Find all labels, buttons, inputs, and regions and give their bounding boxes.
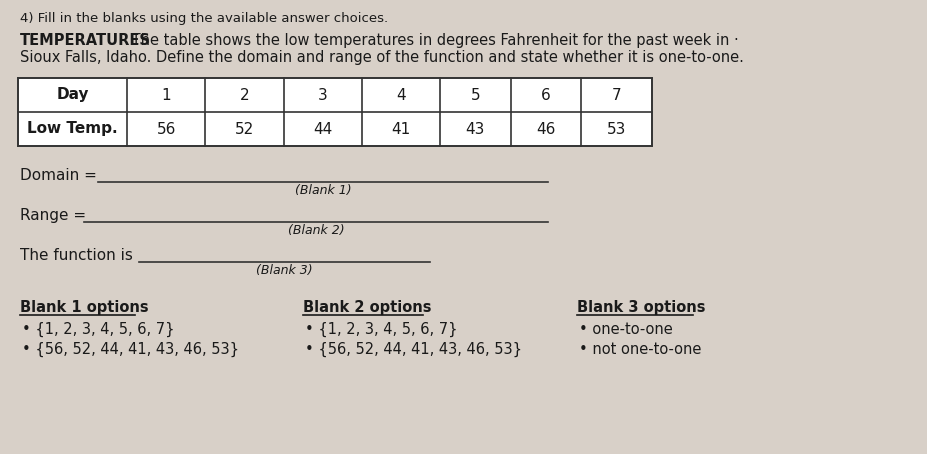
Text: • {1, 2, 3, 4, 5, 6, 7}: • {1, 2, 3, 4, 5, 6, 7} <box>305 322 457 337</box>
Text: TEMPERATURES: TEMPERATURES <box>19 33 150 48</box>
Text: The function is: The function is <box>19 248 137 263</box>
Text: • not one-to-one: • not one-to-one <box>578 342 701 357</box>
Text: 44: 44 <box>313 122 332 137</box>
Text: (Blank 2): (Blank 2) <box>287 224 344 237</box>
Text: 56: 56 <box>157 122 176 137</box>
Text: • {56, 52, 44, 41, 43, 46, 53}: • {56, 52, 44, 41, 43, 46, 53} <box>21 342 238 357</box>
Text: (Blank 3): (Blank 3) <box>256 264 312 277</box>
Text: 1: 1 <box>161 88 171 103</box>
Text: (Blank 1): (Blank 1) <box>294 184 350 197</box>
Text: Range =: Range = <box>19 208 91 223</box>
Bar <box>18 78 651 146</box>
Text: Blank 3 options: Blank 3 options <box>577 300 705 315</box>
Text: 4: 4 <box>396 88 405 103</box>
Text: The table shows the low temperatures in degrees Fahrenheit for the past week in : The table shows the low temperatures in … <box>127 33 738 48</box>
Text: • {56, 52, 44, 41, 43, 46, 53}: • {56, 52, 44, 41, 43, 46, 53} <box>305 342 522 357</box>
Text: 3: 3 <box>318 88 327 103</box>
Text: Blank 1 options: Blank 1 options <box>19 300 148 315</box>
Text: 5: 5 <box>470 88 480 103</box>
Text: 53: 53 <box>606 122 626 137</box>
Text: • one-to-one: • one-to-one <box>578 322 672 337</box>
Text: 46: 46 <box>536 122 555 137</box>
Text: 4) Fill in the blanks using the available answer choices.: 4) Fill in the blanks using the availabl… <box>19 12 387 25</box>
Text: 6: 6 <box>540 88 550 103</box>
Text: Low Temp.: Low Temp. <box>27 122 118 137</box>
Text: 43: 43 <box>465 122 485 137</box>
Text: Domain =: Domain = <box>19 168 101 183</box>
Text: 52: 52 <box>235 122 254 137</box>
Text: 41: 41 <box>391 122 411 137</box>
Text: 7: 7 <box>611 88 620 103</box>
Text: Day: Day <box>56 88 89 103</box>
Text: Sioux Falls, Idaho. Define the domain and range of the function and state whethe: Sioux Falls, Idaho. Define the domain an… <box>19 50 743 65</box>
Text: 2: 2 <box>239 88 249 103</box>
Text: • {1, 2, 3, 4, 5, 6, 7}: • {1, 2, 3, 4, 5, 6, 7} <box>21 322 174 337</box>
Text: Blank 2 options: Blank 2 options <box>303 300 431 315</box>
